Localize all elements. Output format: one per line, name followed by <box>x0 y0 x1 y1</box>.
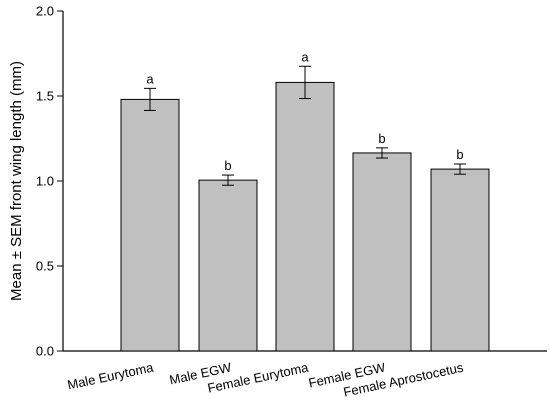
bar <box>275 81 335 352</box>
bar <box>198 179 258 352</box>
significance-letter: b <box>224 158 231 173</box>
significance-letter: a <box>146 71 154 86</box>
y-tick-label: 0.5 <box>36 259 54 274</box>
y-tick-label: 1.0 <box>36 174 54 189</box>
bar <box>430 168 490 352</box>
bar <box>120 98 180 352</box>
bar <box>352 152 412 352</box>
category-label: Male Eurytoma <box>66 359 155 392</box>
significance-letter: b <box>378 131 385 146</box>
significance-letter: a <box>301 49 309 64</box>
y-tick-label: 0.0 <box>36 344 54 359</box>
y-axis-title: Mean ± SEM front wing length (mm) <box>8 61 25 301</box>
significance-letter: b <box>456 147 463 162</box>
y-tick-label: 1.5 <box>36 89 54 104</box>
y-tick-label: 2.0 <box>36 4 54 19</box>
